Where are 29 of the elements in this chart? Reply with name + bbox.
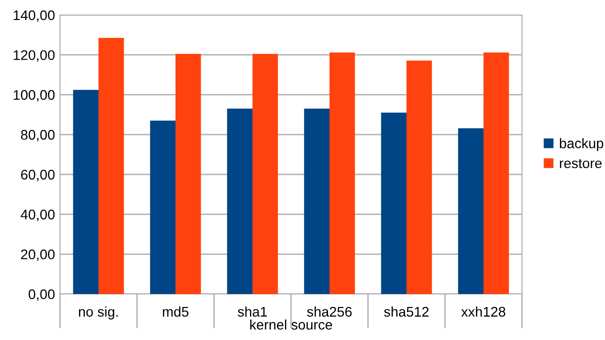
bar: [252, 54, 278, 294]
bar: [381, 112, 406, 294]
y-tick-label: 60,00: [21, 170, 55, 182]
y-tick-label: 0,00: [28, 289, 55, 301]
x-tick-label: sha1: [238, 306, 267, 317]
bar: [406, 60, 432, 294]
bar: [330, 52, 355, 294]
bar: [227, 108, 252, 294]
bar: [73, 90, 98, 294]
bar: [176, 54, 201, 294]
bar: [458, 128, 484, 294]
bar: [484, 52, 509, 294]
y-tick-label: 120,00: [14, 50, 55, 62]
legend-label: backup: [560, 138, 604, 152]
bar: [98, 38, 124, 294]
bar: [150, 120, 176, 294]
x-axis-title: kernel source: [250, 319, 332, 330]
x-tick-label: sha512: [384, 306, 429, 317]
y-tick-label: 140,00: [14, 10, 55, 22]
y-tick-label: 40,00: [20, 210, 55, 222]
x-tick-label: md5: [162, 306, 188, 317]
bar: [304, 108, 330, 294]
y-tick-label: 80,00: [20, 130, 55, 142]
x-tick-label: sha256: [307, 306, 352, 317]
x-tick-label: xxh128: [461, 306, 506, 317]
y-tick-label: 20,00: [21, 249, 55, 261]
x-tick-label: no sig.: [78, 306, 118, 320]
y-tick-label: 100,00: [14, 90, 55, 102]
legend-label: restore: [560, 159, 602, 168]
